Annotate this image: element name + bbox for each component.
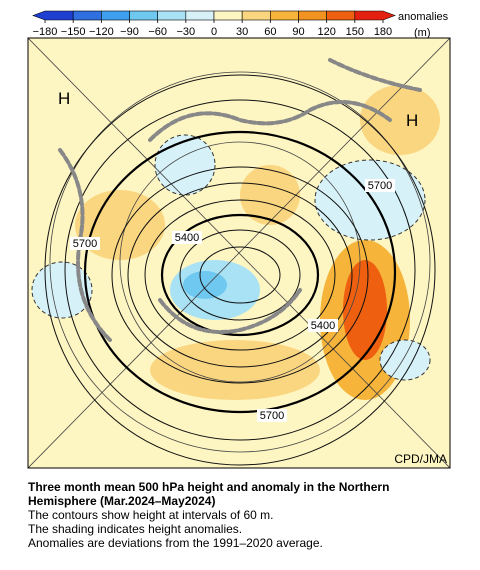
map: H H 5700 5400 5400 5700 5700 CPD/JMA [27,37,451,469]
colorbar-segment [32,10,74,21]
colorbar-tick-label: 60 [264,26,276,38]
contour-label-bg [257,409,287,422]
colorbar-segment [326,10,356,21]
colorbar-tick-label: −120 [89,26,114,38]
colorbar-segment [72,10,102,21]
contour-label-bg [172,231,202,244]
caption-title: Three month mean 500 hPa height and anom… [28,480,389,508]
high-label: H [58,89,70,108]
caption-body: The contours show height at intervals of… [28,508,323,550]
colorbar-segment [270,10,299,21]
contour-label: 5400 [311,320,335,332]
colorbar-segment [298,10,327,21]
contour-label: 5700 [368,180,392,192]
colorbar-tick-label: 30 [236,26,248,38]
caption-title-line: Hemisphere (Mar.2024–May2024) [28,494,216,508]
caption-line: Anomalies are deviations from the 1991–2… [28,536,323,550]
colorbar-tick-label: 180 [374,26,392,38]
contour-label: 5700 [73,238,97,250]
colorbar-segment [101,10,130,21]
colorbar-tick-label: 120 [317,26,335,38]
contour-label: 5700 [260,410,284,422]
high-label: H [406,111,418,130]
caption-title-line: Three month mean 500 hPa height and anom… [28,480,390,494]
caption-line: The contours show height at intervals of… [28,508,274,522]
colorbar-segment [354,10,396,21]
colorbar-segment [213,10,243,21]
colorbar-tick-label: 90 [292,26,304,38]
colorbar-tick-label: −180 [33,26,58,38]
colorbar-tick-label: −90 [120,26,139,38]
caption-line: The shading indicates height anomalies. [28,522,243,536]
colorbar-tick-label: −150 [61,26,86,38]
contour-label-bg [308,319,338,332]
colorbar-segment [241,10,271,21]
colorbar-segment [129,10,158,21]
colorbar-tick-label: 150 [346,26,364,38]
contour-label-bg [365,179,395,192]
contour-label-bg [70,237,100,250]
credit: CPD/JMA [394,452,447,466]
colorbar-label: anomalies [398,11,449,23]
contour-label: 5400 [175,232,199,244]
colorbar-tick-label: −30 [176,26,195,38]
map-frame [27,37,451,469]
colorbar-segment [157,10,187,21]
figure: H H 5700 5400 5400 5700 5700 CPD/JMA −180 −150 −1… [27,10,451,469]
colorbar-unit: (m) [414,27,431,39]
colorbar-segment [185,10,215,21]
colorbar-tick-label: −60 [148,26,167,38]
colorbar-tick-label: 0 [211,26,217,38]
